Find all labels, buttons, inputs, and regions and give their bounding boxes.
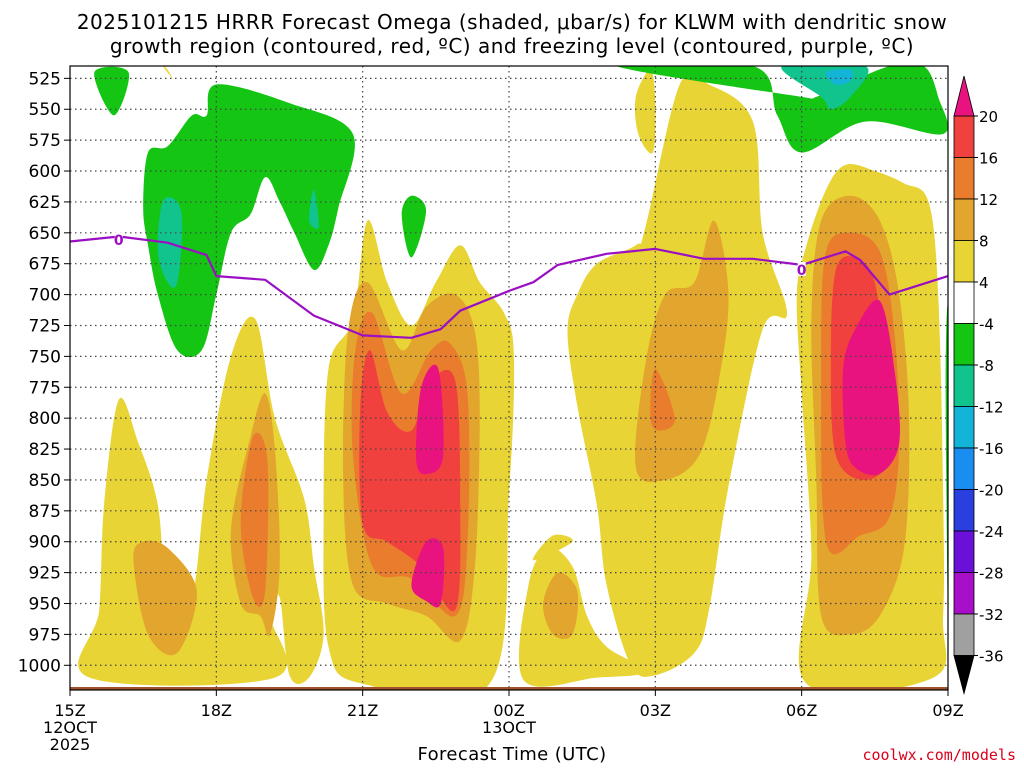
- y-tick-label-525: 525: [29, 69, 61, 89]
- x-tick-label-15-0: 06Z: [786, 701, 817, 720]
- y-tick-label-900: 900: [29, 533, 61, 553]
- y-tick-label-600: 600: [29, 162, 61, 182]
- y-tick-label-875: 875: [29, 502, 61, 522]
- omega_-4_to_-8-region-2: [401, 195, 427, 258]
- freezing-level-line: [69, 235, 949, 339]
- colorbar-label-2: 12: [979, 191, 998, 209]
- colorbar-label-0: 20: [979, 108, 998, 126]
- colorbar-bottom-arrow: [953, 655, 975, 696]
- colorbar-bin--8--4: [953, 323, 975, 366]
- x-tick-label-12-0: 03Z: [640, 701, 671, 720]
- colorbar-bin--16--12: [953, 406, 975, 449]
- colorbar-label-13: -36: [979, 648, 1004, 666]
- colorbar: 20 16 12 8 4 -4 -8 -12 -16 -20 -24 -28 -32 -36: [953, 75, 1004, 696]
- colorbar-bin-16-20: [953, 115, 975, 158]
- omega_12_to_16-region-2: [650, 368, 675, 431]
- colorbar-bin-12-16: [953, 157, 975, 200]
- colorbar-label-10: -24: [979, 523, 1004, 541]
- colorbar-bin--28--24: [953, 530, 975, 573]
- omega_-8_to_-12-region-1: [308, 189, 319, 229]
- omega_-12_to_-16-region-0: [825, 69, 853, 85]
- y-tick-label-925: 925: [29, 564, 61, 584]
- x-tick-label-6-0: 21Z: [347, 701, 378, 720]
- x-tick-label-0-2: 2025: [50, 735, 91, 754]
- y-tick-label-750: 750: [29, 347, 61, 367]
- colorbar-label-8: -16: [979, 440, 1004, 458]
- x-tick-label-0-1: 12OCT: [43, 718, 97, 737]
- y-tick-label-850: 850: [29, 471, 61, 491]
- y-tick-label-650: 650: [29, 224, 61, 244]
- colorbar-bin-4-8: [953, 240, 975, 283]
- freezing-label-bg-1: [797, 261, 806, 276]
- colorbar-label-7: -12: [979, 399, 1004, 417]
- x-axis-label: Forecast Time (UTC): [417, 744, 607, 765]
- y-tick-label-1000: 1000: [18, 656, 61, 676]
- x-tick-label-3-0: 18Z: [201, 701, 232, 720]
- omega_4_to_8-region-7: [162, 66, 173, 79]
- colorbar-label-3: 8: [979, 233, 989, 251]
- colorbar-label-11: -28: [979, 565, 1004, 583]
- y-tick-label-575: 575: [29, 131, 61, 151]
- plot-axes: 525 550 575 600 625 650 675 700 725 750 775 800 825 8…: [18, 65, 964, 754]
- y-tick-label-675: 675: [29, 255, 61, 275]
- y-tick-label-725: 725: [29, 316, 61, 336]
- freezing-level-contour: 00: [69, 232, 949, 339]
- x-tick-label-18-0: 09Z: [932, 701, 963, 720]
- colorbar-label-12: -32: [979, 606, 1004, 624]
- omega_8_to_12-region-3: [543, 572, 579, 640]
- colorbar-label-6: -8: [979, 357, 994, 375]
- colorbar-label-4: 4: [979, 274, 989, 292]
- omega_gt_20-region-1: [411, 538, 445, 608]
- colorbar-bin--12--8: [953, 364, 975, 407]
- omega_4_to_8-region-3: [532, 534, 573, 561]
- colorbar-label-9: -20: [979, 482, 1004, 500]
- freezing-level-label-1: 0: [797, 263, 807, 279]
- chart-title-line1: 2025101215 HRRR Forecast Omega (shaded, …: [76, 10, 948, 34]
- colorbar-bin--20--16: [953, 447, 975, 490]
- colorbar-bin--36--32: [953, 613, 975, 656]
- x-tick-label-0-0: 15Z: [54, 701, 85, 720]
- freezing-label-bg-0: [114, 232, 123, 247]
- colorbar-label-5: -4: [979, 316, 994, 334]
- omega-shading: [70, 66, 948, 690]
- y-tick-label-800: 800: [29, 409, 61, 429]
- y-tick-label-950: 950: [29, 595, 61, 615]
- chart-title-line2: growth region (contoured, red, ºC) and f…: [109, 34, 915, 58]
- y-tick-label-975: 975: [29, 625, 61, 645]
- colorbar-bin--24--20: [953, 489, 975, 532]
- omega_-4_to_-8-region-3: [616, 66, 948, 153]
- site-credit[interactable]: coolwx.com/models: [862, 746, 1016, 764]
- omega_8_to_12-region-0: [133, 540, 197, 656]
- plot-frame: [69, 65, 949, 691]
- omega_-4_to_-8-region-0: [94, 66, 130, 116]
- omega_gt_20-region-0: [415, 364, 444, 475]
- colorbar-bin--32--28: [953, 572, 975, 615]
- colorbar-label-1: 16: [979, 150, 998, 168]
- colorbar-bin-8-12: [953, 198, 975, 241]
- plot-gridlines: [70, 66, 948, 690]
- x-tick-label-9-1: 13OCT: [482, 718, 536, 737]
- freezing-level-label-0: 0: [114, 233, 124, 249]
- terrain-surface: [70, 687, 948, 690]
- colorbar-top-arrow: [953, 75, 975, 117]
- omega_4_to_8-region-5: [634, 69, 656, 154]
- x-tick-label-9-0: 00Z: [493, 701, 524, 720]
- y-tick-label-700: 700: [29, 286, 61, 306]
- y-tick-label-550: 550: [29, 100, 61, 120]
- y-tick-label-825: 825: [29, 440, 61, 460]
- colorbar-bin--4-4: [953, 281, 975, 324]
- omega_4_to_8-region-0: [78, 316, 324, 686]
- omega_-4_to_-8-region-1: [143, 84, 355, 358]
- y-tick-label-625: 625: [29, 193, 61, 213]
- omega_12_to_16-region-0: [240, 432, 269, 607]
- y-tick-label-775: 775: [29, 378, 61, 398]
